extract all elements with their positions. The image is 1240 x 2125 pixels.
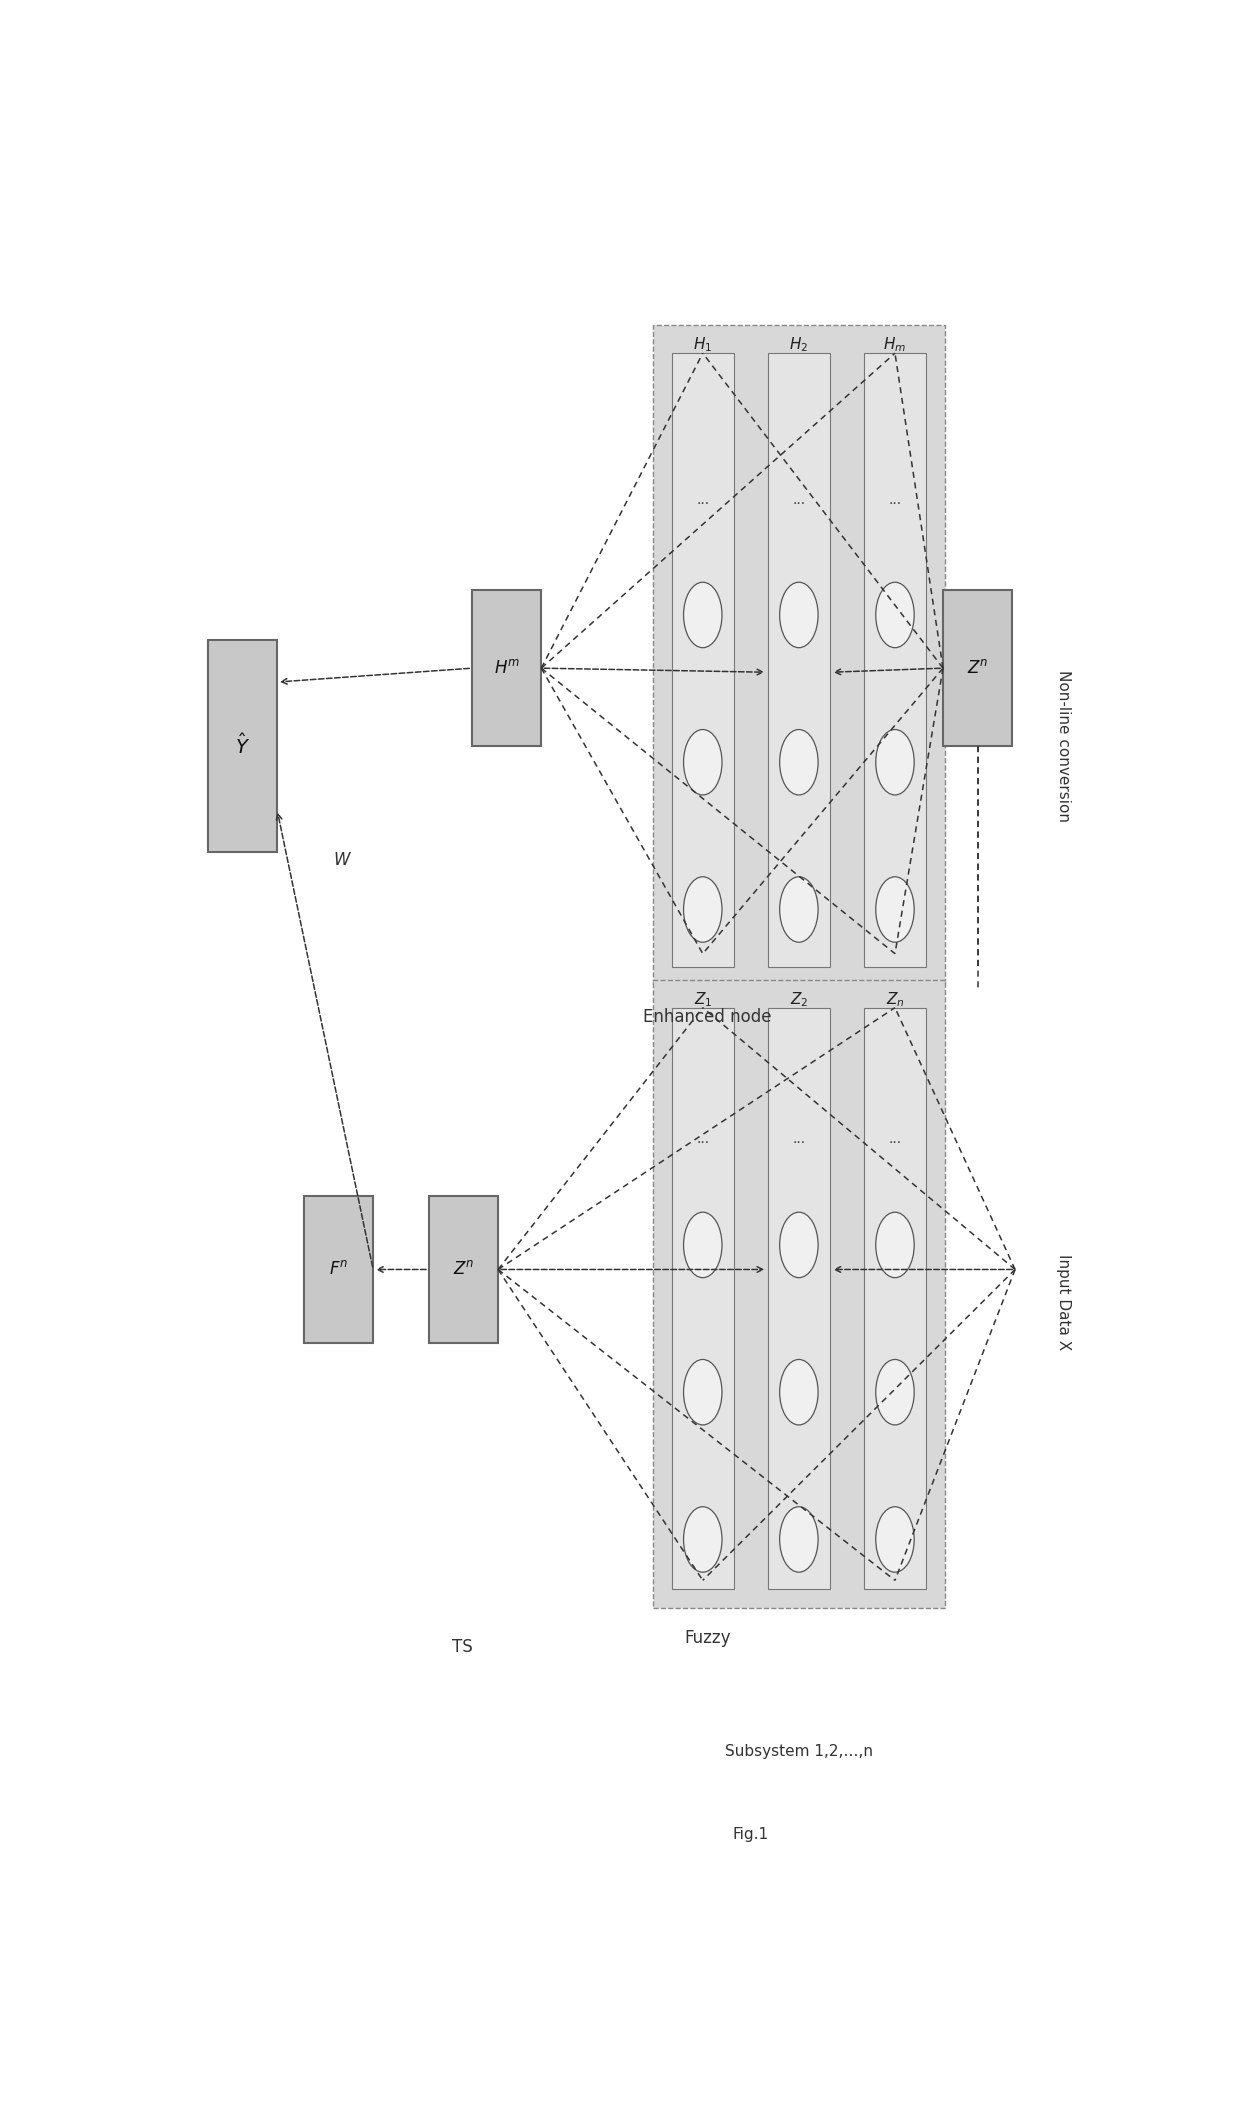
Bar: [472, 591, 542, 746]
Text: $Z_n$: $Z_n$: [885, 990, 904, 1009]
Circle shape: [875, 1211, 914, 1277]
Text: Fuzzy: Fuzzy: [684, 1630, 730, 1647]
Text: Enhanced node: Enhanced node: [644, 1007, 771, 1026]
Text: ...: ...: [888, 493, 901, 508]
Text: Fig.1: Fig.1: [733, 1828, 769, 1842]
Text: $H^m$: $H^m$: [494, 659, 520, 678]
Text: $H_1$: $H_1$: [693, 336, 712, 355]
Text: ...: ...: [696, 493, 709, 508]
Bar: [768, 1007, 830, 1590]
Circle shape: [683, 1211, 722, 1277]
Bar: [429, 1196, 498, 1343]
Bar: [942, 591, 1012, 746]
Text: Input Data X: Input Data X: [1055, 1254, 1070, 1349]
Bar: [864, 353, 926, 967]
Bar: [864, 1007, 926, 1590]
Text: $H_m$: $H_m$: [883, 336, 906, 355]
Text: $F^n$: $F^n$: [329, 1260, 348, 1279]
Circle shape: [875, 582, 914, 648]
Circle shape: [780, 582, 818, 648]
Circle shape: [683, 878, 722, 941]
Bar: [672, 1007, 734, 1590]
Circle shape: [875, 729, 914, 795]
Text: TS: TS: [453, 1638, 472, 1655]
Circle shape: [683, 582, 722, 648]
Circle shape: [875, 1507, 914, 1572]
Text: Subsystem 1,2,…,n: Subsystem 1,2,…,n: [725, 1745, 873, 1760]
Bar: [208, 640, 277, 852]
Circle shape: [780, 729, 818, 795]
Circle shape: [780, 1360, 818, 1426]
Text: Non-line conversion: Non-line conversion: [1055, 669, 1070, 822]
Text: ...: ...: [792, 1133, 806, 1145]
Circle shape: [875, 1360, 914, 1426]
Bar: [304, 1196, 373, 1343]
Text: $W$: $W$: [332, 852, 352, 869]
Text: ...: ...: [696, 1133, 709, 1145]
Text: ...: ...: [792, 493, 806, 508]
Text: $Z^n$: $Z^n$: [453, 1260, 474, 1279]
Bar: [768, 353, 830, 967]
FancyBboxPatch shape: [652, 980, 945, 1609]
Circle shape: [683, 1360, 722, 1426]
Circle shape: [683, 729, 722, 795]
Text: ...: ...: [888, 1133, 901, 1145]
Text: $H_2$: $H_2$: [790, 336, 808, 355]
Text: $Z^n$: $Z^n$: [967, 659, 988, 678]
Text: $Z_1$: $Z_1$: [693, 990, 712, 1009]
Bar: [672, 353, 734, 967]
Text: $\hat{Y}$: $\hat{Y}$: [234, 733, 250, 759]
Text: $Z_2$: $Z_2$: [790, 990, 808, 1009]
Circle shape: [780, 878, 818, 941]
FancyBboxPatch shape: [652, 325, 945, 986]
Circle shape: [780, 1211, 818, 1277]
Circle shape: [875, 878, 914, 941]
Circle shape: [780, 1507, 818, 1572]
Circle shape: [683, 1507, 722, 1572]
